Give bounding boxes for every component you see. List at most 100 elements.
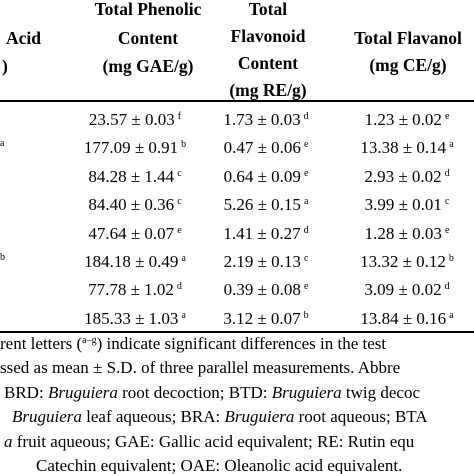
footnote-italic: Bruguiera	[12, 407, 82, 427]
cell-sup: d	[444, 167, 450, 179]
cell: 3.12 ± 0.07 b	[223, 309, 308, 329]
cell-sup: e	[444, 224, 450, 236]
cell: 2.19 ± 0.13 c	[224, 252, 309, 272]
header-text: )	[2, 56, 8, 76]
header-text: Content	[237, 53, 299, 73]
cell-sup: d	[176, 281, 182, 293]
cell-sup: e	[177, 224, 182, 236]
cell-value: 1.73 ± 0.03	[223, 110, 301, 129]
row-label-sup: a	[0, 138, 5, 150]
cell-value: 3.09 ± 0.02	[364, 280, 442, 300]
cell-sup: d	[444, 281, 450, 293]
footnote-text: rent letters (	[0, 334, 83, 353]
cell-value: 3.12 ± 0.07	[223, 308, 301, 328]
footnote-italic: Bruguiera	[271, 382, 342, 402]
cell-sup: b	[303, 309, 309, 321]
header-text: (mg GAE/g)	[102, 56, 194, 76]
cell-sup: a	[449, 309, 454, 321]
footnote-line: rent letters (a–g) indicate significant …	[0, 334, 386, 354]
cell-sup: a	[181, 309, 186, 321]
header-text: Total Phenolic	[94, 0, 202, 19]
cell: 13.84 ± 0.16 a	[360, 309, 453, 329]
footnote-text: fruit aqueous; GAE: Gallic acid equivale…	[12, 431, 415, 451]
cell-value: 0.47 ± 0.06	[223, 138, 301, 158]
cell: 2.93 ± 0.02 d	[364, 167, 449, 187]
cell-value: 47.64 ± 0.07	[88, 223, 175, 243]
cell-sup: d	[303, 224, 309, 236]
cell-value: 177.09 ± 0.91	[83, 138, 179, 158]
cell-value: 2.93 ± 0.02	[364, 166, 442, 186]
footnote-line: Catechin equivalent; OAE: Oleanolic acid…	[36, 456, 402, 474]
footnote-text: leaf aqueous; BRA:	[81, 407, 225, 427]
header-text: Acid	[6, 28, 41, 48]
cell: 177.09 ± 0.91 b	[84, 138, 186, 158]
footnote-text: Catechin equivalent; OAE: Oleanolic acid…	[36, 456, 403, 474]
footnote-text: BRD:	[4, 382, 48, 402]
cell: 3.09 ± 0.02 d	[364, 280, 449, 300]
cell-value: 3.99 ± 0.01	[364, 195, 442, 215]
cell-value: 1.28 ± 0.03	[364, 223, 442, 243]
cell-value: 184.18 ± 0.49	[84, 252, 179, 271]
cell-value: 23.57 ± 0.03	[88, 110, 175, 129]
cell: 13.32 ± 0.12 b	[360, 252, 454, 272]
cell-sup: e	[303, 139, 309, 151]
cell-sup: a	[181, 253, 186, 264]
header-text: Flavonoid	[230, 26, 306, 46]
cell-sup: e	[444, 111, 450, 122]
cell: 1.23 ± 0.02 e	[365, 110, 450, 130]
cell: 0.47 ± 0.06 e	[224, 138, 309, 158]
cell: 0.64 ± 0.09 e	[224, 167, 309, 187]
bottom-rule	[0, 331, 474, 333]
cell-value: 0.64 ± 0.09	[223, 166, 301, 186]
cell: 77.78 ± 1.02 d	[88, 280, 182, 300]
cell: 1.28 ± 0.03 e	[365, 224, 450, 244]
cell-sup: c	[303, 253, 309, 264]
header-text: Total Flavanol	[354, 28, 462, 48]
header-text: Content	[117, 28, 179, 48]
cell-value: 84.40 ± 0.36	[88, 195, 175, 215]
cell: 13.38 ± 0.14 a	[360, 138, 453, 158]
cell-value: 84.28 ± 1.44	[88, 166, 175, 186]
footnote-italic: a	[4, 431, 13, 451]
cell-sup: c	[177, 167, 182, 179]
header-rule	[0, 100, 474, 102]
cell-value: 5.26 ± 0.15	[223, 195, 301, 215]
cell-sup: e	[303, 281, 309, 293]
footnote-sup: a–g	[82, 335, 97, 346]
cell: 3.99 ± 0.01 c	[365, 195, 450, 215]
cell-sup: f	[177, 111, 182, 122]
cell-sup: b	[448, 253, 454, 264]
cell-sup: d	[303, 111, 309, 122]
footnote-line: Bruguiera leaf aqueous; BRA: Bruguiera r…	[12, 407, 428, 427]
cell: 84.40 ± 0.36 c	[88, 195, 181, 215]
cell-sup: c	[177, 196, 182, 208]
header-text: Total	[248, 0, 288, 19]
cell-value: 13.38 ± 0.14	[360, 138, 447, 158]
cell-value: 1.41 ± 0.27	[223, 223, 301, 243]
header-text: (mg RE/g)	[229, 80, 307, 100]
footnote-line: ssed as mean ± S.D. of three parallel me…	[0, 358, 400, 378]
cell-value: 1.23 ± 0.02	[364, 110, 442, 129]
cell-value: 77.78 ± 1.02	[88, 280, 174, 300]
cell-sup: a	[449, 139, 454, 151]
cell-value: 0.39 ± 0.08	[223, 280, 301, 300]
cell-value: 13.84 ± 0.16	[360, 308, 447, 328]
cell: 47.64 ± 0.07 e	[88, 224, 181, 244]
footnote-italic: Bruguiera	[47, 382, 118, 402]
cell: 1.41 ± 0.27 d	[223, 224, 308, 244]
footnote-line: a fruit aqueous; GAE: Gallic acid equiva…	[4, 432, 414, 452]
cell-value: 13.32 ± 0.12	[360, 252, 446, 271]
cell-sup: b	[181, 139, 187, 151]
footnote-text: root decoction; BTD:	[117, 382, 272, 402]
cell: 23.57 ± 0.03 f	[89, 110, 181, 130]
footnote-text: ssed as mean ± S.D. of three parallel me…	[0, 358, 401, 378]
footnote-line: BRD: Bruguiera root decoction; BTD: Brug…	[4, 383, 420, 403]
cell-sup: c	[444, 196, 450, 208]
footnote-italic: Bruguiera	[224, 407, 295, 427]
cell: 184.18 ± 0.49 a	[84, 252, 186, 272]
cell-value: 2.19 ± 0.13	[223, 252, 301, 271]
cell: 5.26 ± 0.15 a	[224, 195, 309, 215]
cell: 0.39 ± 0.08 e	[224, 280, 309, 300]
cell-value: 185.33 ± 1.03	[84, 308, 179, 328]
